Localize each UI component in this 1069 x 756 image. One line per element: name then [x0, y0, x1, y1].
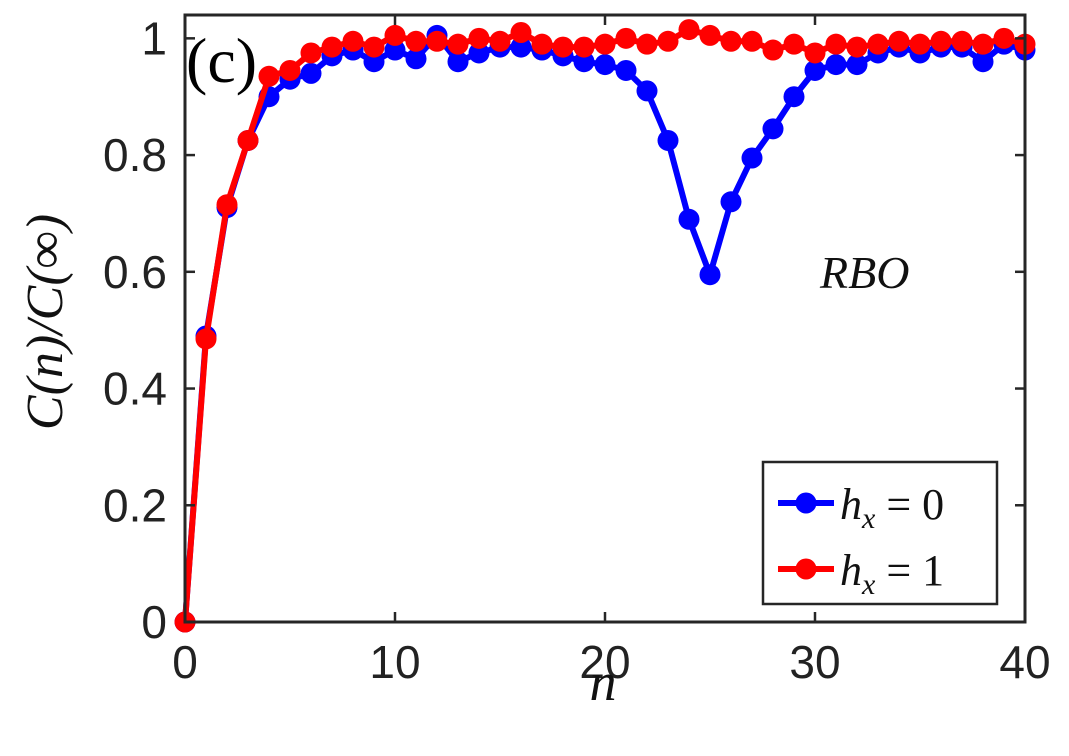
data-point [972, 33, 994, 55]
data-point [363, 36, 385, 58]
data-point [384, 39, 406, 61]
data-point [951, 30, 973, 52]
data-point [594, 54, 616, 76]
data-point [846, 36, 868, 58]
data-point [363, 51, 385, 73]
x-axis-label: n [590, 652, 617, 712]
annotation-rbo: RBO [819, 247, 909, 298]
data-point [426, 30, 448, 52]
data-point [384, 24, 406, 46]
legend-marker [795, 492, 817, 514]
x-tick-label: 40 [999, 636, 1050, 688]
data-point [825, 54, 847, 76]
data-point [972, 51, 994, 73]
data-point [720, 30, 742, 52]
data-point [699, 264, 721, 286]
data-point [867, 33, 889, 55]
data-point [468, 27, 490, 49]
y-tick-label: 0.6 [103, 246, 167, 298]
data-point [804, 42, 826, 64]
data-point [741, 30, 763, 52]
data-point [783, 33, 805, 55]
data-point [321, 36, 343, 58]
data-point [531, 33, 553, 55]
data-point [657, 129, 679, 151]
y-tick-label: 0 [141, 596, 167, 648]
data-point [342, 30, 364, 52]
data-point [573, 36, 595, 58]
data-point [468, 42, 490, 64]
data-point [678, 208, 700, 230]
data-point [762, 118, 784, 140]
data-point [447, 33, 469, 55]
series-hx1 [174, 19, 1036, 633]
axes-box [183, 13, 1027, 624]
data-point [405, 30, 427, 52]
data-point [678, 19, 700, 41]
legend-marker [795, 558, 817, 580]
data-point [237, 129, 259, 151]
data-point [300, 62, 322, 84]
data-point [195, 328, 217, 350]
data-point [615, 59, 637, 81]
y-axis-label: C(n)/C(∞) [17, 214, 74, 430]
ticks-layer: 0 10 20 30 40 0 0.2 0.4 0.6 0.8 1 [103, 12, 1051, 688]
data-point [510, 22, 532, 44]
data-point [279, 59, 301, 81]
data-point [573, 51, 595, 73]
panel-label: (c) [186, 25, 257, 96]
data-point [741, 147, 763, 169]
legend-box [761, 460, 999, 606]
data-point [783, 86, 805, 108]
data-point [216, 194, 238, 216]
data-point [699, 24, 721, 46]
x-tick-label: 30 [789, 636, 840, 688]
data-point [258, 65, 280, 87]
data-point [909, 33, 931, 55]
data-point [825, 33, 847, 55]
data-point [636, 80, 658, 102]
data-point [636, 33, 658, 55]
data-point [594, 33, 616, 55]
series-layer [174, 19, 1036, 633]
data-point [993, 27, 1015, 49]
data-point [804, 59, 826, 81]
data-point [846, 54, 868, 76]
y-tick-label: 1 [141, 12, 167, 64]
y-tick-label: 0.2 [103, 479, 167, 531]
data-point [888, 30, 910, 52]
data-point [762, 39, 784, 61]
legend-label: hx = 0 [840, 480, 944, 535]
y-tick-label: 0.8 [103, 129, 167, 181]
data-point [300, 42, 322, 64]
data-point [720, 191, 742, 213]
data-point [489, 30, 511, 52]
x-tick-label: 0 [172, 636, 198, 688]
data-point [405, 48, 427, 70]
y-tick-label: 0.4 [103, 363, 167, 415]
legend-label: hx = 1 [840, 546, 944, 601]
data-point [615, 27, 637, 49]
legend: hx = 0 hx = 1 [761, 460, 999, 606]
data-point [510, 36, 532, 58]
data-point [930, 30, 952, 52]
x-tick-label: 20 [579, 636, 630, 688]
data-point [657, 30, 679, 52]
data-point [552, 36, 574, 58]
data-point [447, 51, 469, 73]
x-tick-label: 10 [369, 636, 420, 688]
